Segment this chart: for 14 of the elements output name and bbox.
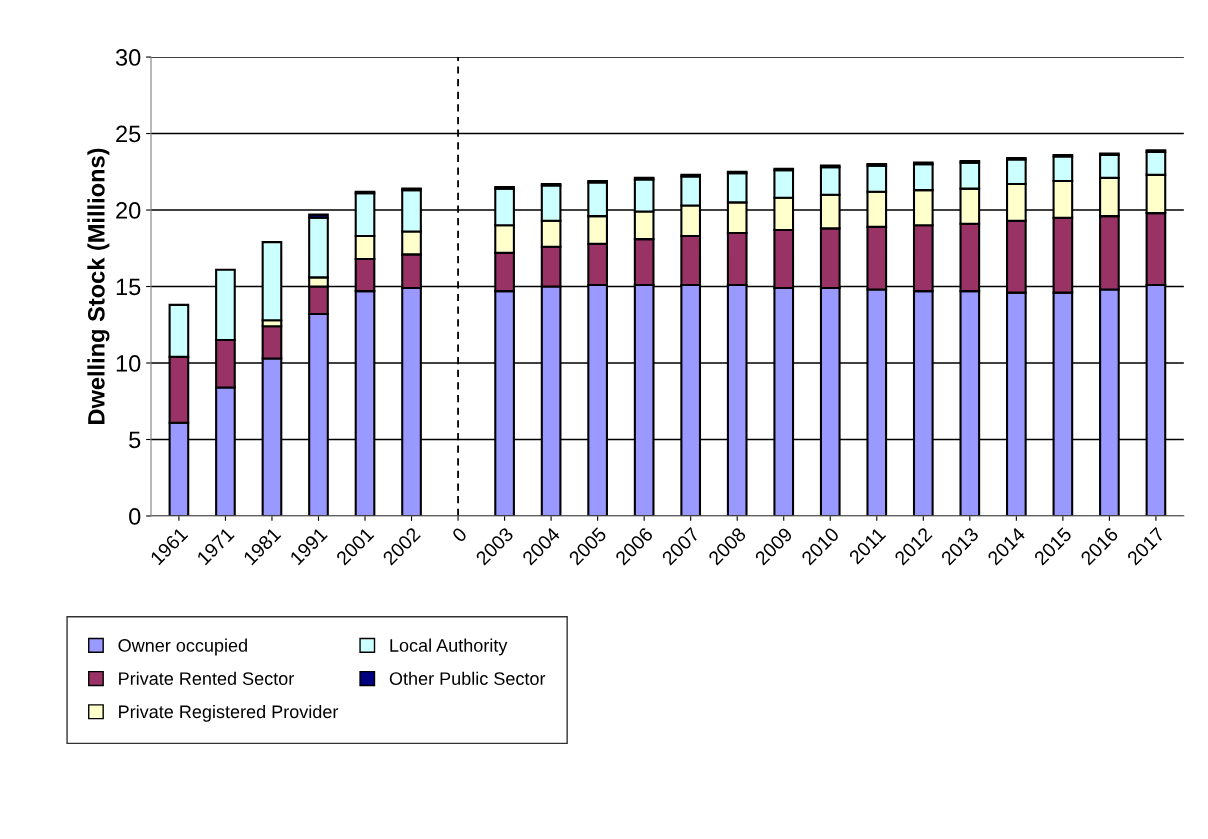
legend-label: Private Rented Sector <box>119 671 294 685</box>
y-tick-label: 10 <box>116 355 141 372</box>
legend-label: Local Authority <box>390 638 508 656</box>
legend-label: Other Public Sector <box>389 671 546 685</box>
y-tick-label: 25 <box>116 125 141 143</box>
y-tick-label: 0 <box>129 508 141 525</box>
legend-label: Private Registered Provider <box>119 704 339 722</box>
y-tick-label: 20 <box>116 202 141 219</box>
y-tick-label: 5 <box>129 431 141 449</box>
y-axis-title: Dwelling Stock (Millions) <box>87 148 110 424</box>
x-tick-label: 0 <box>451 526 468 543</box>
y-tick-label: 15 <box>116 278 141 296</box>
y-tick-label: 30 <box>115 49 141 66</box>
legend-label: Owner occupied <box>118 638 247 656</box>
